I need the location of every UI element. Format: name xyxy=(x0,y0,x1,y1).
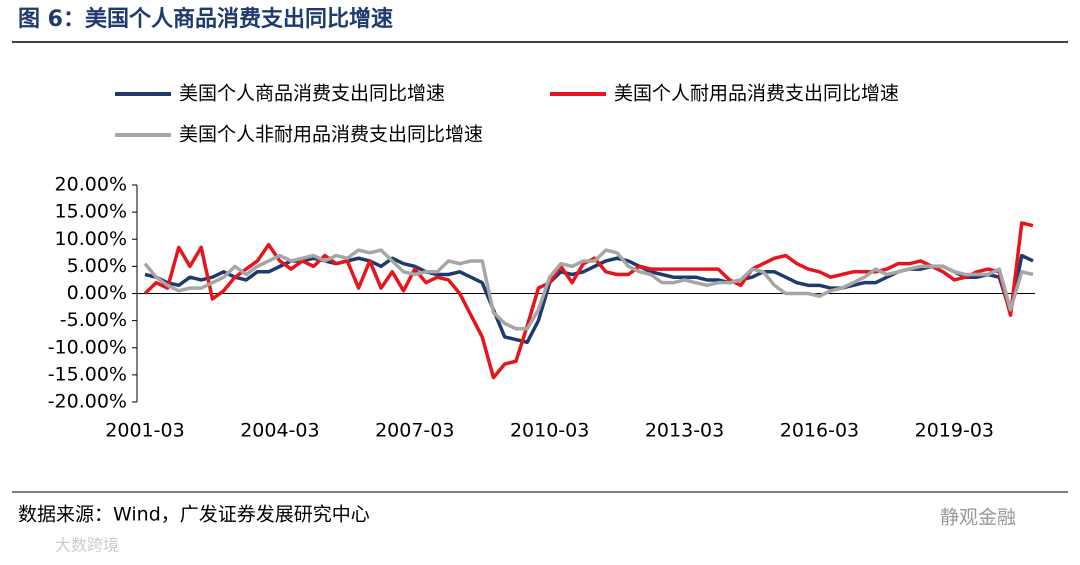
legend-label: 美国个人非耐用品消费支出同比增速 xyxy=(179,124,483,146)
x-tick-label: 2007-03 xyxy=(375,420,454,442)
y-tick-label: -20.00% xyxy=(48,391,127,413)
series-line xyxy=(143,221,1034,380)
x-tick-label: 2016-03 xyxy=(780,420,859,442)
legend-label: 美国个人商品消费支出同比增速 xyxy=(179,83,445,105)
brand: 静观金融 xyxy=(940,507,1016,529)
series-line xyxy=(144,253,1034,345)
series-line xyxy=(143,248,1034,331)
x-tick-label: 2013-03 xyxy=(645,420,724,442)
y-tick-label: -5.00% xyxy=(60,309,127,331)
y-tick-label: -10.00% xyxy=(48,336,127,358)
chart-title: 图 6：美国个人商品消费支出同比增速 xyxy=(18,6,393,32)
watermark: 大数跨境 xyxy=(55,536,119,555)
y-tick-label: -15.00% xyxy=(48,363,127,385)
y-tick-label: 0.00% xyxy=(67,282,127,304)
x-tick-label: 2004-03 xyxy=(240,420,319,442)
source-note: 数据来源：Wind，广发证券发展研究中心 xyxy=(18,504,370,526)
y-tick-label: 20.00% xyxy=(55,174,127,196)
y-tick-label: 15.00% xyxy=(55,201,127,223)
y-tick-label: 10.00% xyxy=(55,228,127,250)
x-tick-label: 2019-03 xyxy=(915,420,994,442)
x-tick-label: 2001-03 xyxy=(105,420,184,442)
y-tick-label: 5.00% xyxy=(67,255,127,277)
x-tick-label: 2010-03 xyxy=(510,420,589,442)
legend-label: 美国个人耐用品消费支出同比增速 xyxy=(614,83,899,105)
